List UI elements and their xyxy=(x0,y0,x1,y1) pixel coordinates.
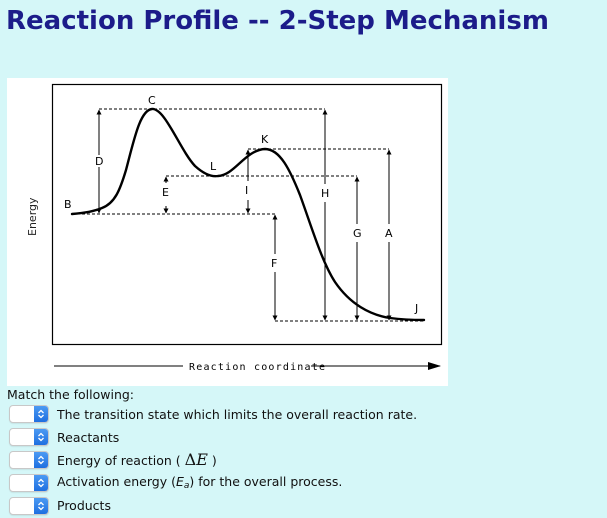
energy-curve xyxy=(70,107,426,322)
match-row: Energy of reaction ( ΔE ) xyxy=(9,449,417,472)
match-item-text: Products xyxy=(57,498,111,514)
match-row: Products xyxy=(9,494,417,517)
answer-select-2[interactable] xyxy=(9,428,49,447)
y-axis-label: Energy xyxy=(26,197,39,236)
x-axis-label: Reaction coordinate xyxy=(189,362,326,373)
label-a: A xyxy=(385,227,393,240)
label-l: L xyxy=(210,160,217,173)
match-list: The transition state which limits the ov… xyxy=(9,403,417,517)
label-g: G xyxy=(353,227,362,240)
label-b: B xyxy=(64,198,72,211)
select-stepper-icon xyxy=(34,429,48,446)
select-stepper-icon xyxy=(34,497,48,514)
label-d: D xyxy=(95,155,103,168)
label-h: H xyxy=(321,187,329,200)
label-f: F xyxy=(271,257,277,270)
answer-select-1[interactable] xyxy=(9,405,49,424)
select-stepper-icon xyxy=(34,406,48,423)
match-row: Reactants xyxy=(9,426,417,449)
label-j: J xyxy=(414,302,418,315)
guide-lines xyxy=(72,108,424,322)
reaction-profile-diagram: C D B E L K I H G A F J Energy Reaction … xyxy=(7,78,448,386)
select-stepper-icon xyxy=(34,474,48,491)
answer-select-4[interactable] xyxy=(9,473,49,492)
match-row: Activation energy (Ea) for the overall p… xyxy=(9,471,417,494)
match-item-text: Reactants xyxy=(57,429,120,445)
label-e: E xyxy=(162,186,169,199)
match-item-text: Activation energy (Ea) for the overall p… xyxy=(57,474,343,492)
plot-frame xyxy=(51,83,443,346)
match-item-text: The transition state which limits the ov… xyxy=(57,406,418,422)
match-heading: Match the following: xyxy=(7,387,135,402)
page-title: Reaction Profile -- 2-Step Mechanism xyxy=(6,6,549,36)
answer-select-3[interactable] xyxy=(9,450,49,469)
label-c: C xyxy=(148,94,156,107)
select-stepper-icon xyxy=(34,451,48,468)
label-k: K xyxy=(261,133,269,146)
delta-e-math: ΔE xyxy=(184,450,208,470)
label-i: I xyxy=(245,184,248,197)
answer-select-5[interactable] xyxy=(9,496,49,515)
match-item-text: Energy of reaction ( ΔE ) xyxy=(57,450,217,470)
match-row: The transition state which limits the ov… xyxy=(9,403,417,426)
